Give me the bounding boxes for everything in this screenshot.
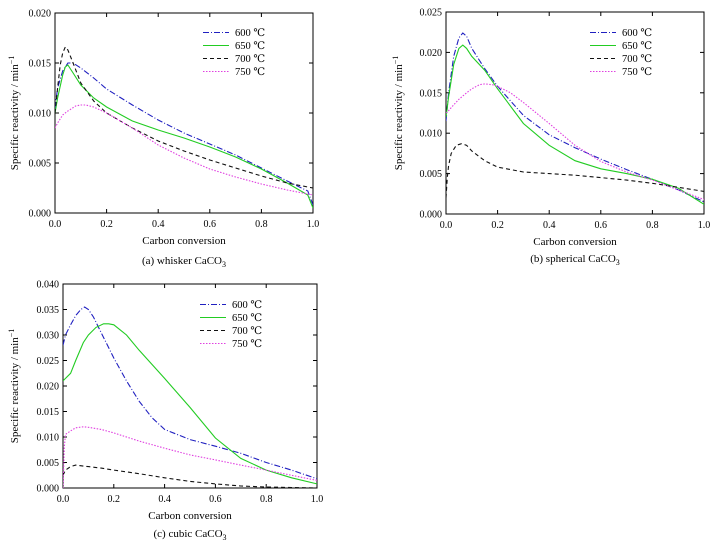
x-tick-label: 0.4 bbox=[543, 220, 556, 231]
x-tick-label: 1.0 bbox=[311, 494, 324, 505]
panel-caption: (b) spherical CaCO3 bbox=[530, 253, 620, 267]
series-line-750 bbox=[55, 104, 313, 196]
legend-label: 650 ℃ bbox=[235, 41, 265, 52]
y-tick-label: 0.020 bbox=[37, 382, 60, 393]
series-line-750 bbox=[446, 83, 704, 201]
panel-caption: (c) cubic CaCO3 bbox=[153, 528, 226, 542]
legend-label: 650 ℃ bbox=[232, 313, 262, 324]
y-tick-label: 0.015 bbox=[29, 59, 52, 70]
panel-cubic: 0.0 0.2 0.4 0.6 0.8 1.0 0.000 0.005 0.010 0.015 0.… bbox=[7, 280, 323, 543]
series-line-650 bbox=[55, 64, 313, 209]
y-tick-label: 0.035 bbox=[37, 305, 60, 316]
series-line-650 bbox=[446, 44, 704, 205]
panel-caption-sub: 3 bbox=[222, 260, 226, 269]
y-tick-label: 0.020 bbox=[29, 9, 52, 20]
x-tick-label: 0.8 bbox=[260, 494, 273, 505]
panel-spherical: 0.0 0.2 0.4 0.6 0.8 1.0 0.000 0.005 0.010 0.015 0.… bbox=[391, 8, 710, 268]
panel-caption: (a) whisker CaCO3 bbox=[142, 255, 226, 269]
panel-caption-sub: 3 bbox=[616, 258, 620, 267]
panel-caption-sub: 3 bbox=[223, 533, 227, 542]
legend-label: 650 ℃ bbox=[622, 41, 652, 52]
y-axis-label: Specific reactivity / min−1 bbox=[7, 56, 21, 171]
y-axis-label-sup: −1 bbox=[7, 56, 16, 65]
x-tick-label: 0.0 bbox=[49, 219, 62, 230]
y-axis-label: Specific reactivity / min−1 bbox=[391, 56, 405, 171]
x-tick-label: 0.2 bbox=[108, 494, 121, 505]
panel-whisker: 0.0 0.2 0.4 0.6 0.8 1.0 0.000 0.005 0.010 0.015 0.… bbox=[7, 9, 319, 270]
y-tick-label: 0.040 bbox=[37, 280, 60, 291]
y-axis-label: Specific reactivity / min−1 bbox=[7, 329, 21, 444]
y-tick-label: 0.005 bbox=[420, 169, 443, 180]
x-tick-label: 1.0 bbox=[307, 219, 320, 230]
legend-label: 600 ℃ bbox=[235, 28, 265, 39]
y-tick-label: 0.015 bbox=[37, 407, 60, 418]
y-tick-label: 0.000 bbox=[37, 484, 60, 495]
y-tick-label: 0.010 bbox=[37, 433, 60, 444]
x-axis-label: Carbon conversion bbox=[142, 235, 226, 247]
x-tick-label: 1.0 bbox=[698, 220, 711, 231]
series-line-700 bbox=[55, 45, 313, 189]
x-tick-label: 0.8 bbox=[255, 219, 268, 230]
x-tick-label: 0.2 bbox=[491, 220, 504, 231]
legend-label: 750 ℃ bbox=[235, 67, 265, 78]
x-tick-label: 0.6 bbox=[595, 220, 608, 231]
legend-label: 700 ℃ bbox=[622, 54, 652, 65]
x-tick-label: 0.4 bbox=[158, 494, 171, 505]
y-tick-label: 0.025 bbox=[420, 8, 443, 19]
y-tick-label: 0.000 bbox=[29, 209, 52, 220]
x-tick-label: 0.0 bbox=[440, 220, 453, 231]
x-tick-label: 0.0 bbox=[57, 494, 70, 505]
series-line-650 bbox=[63, 323, 317, 485]
x-tick-label: 0.8 bbox=[646, 220, 659, 231]
legend-label: 600 ℃ bbox=[232, 300, 262, 311]
series-line-700 bbox=[63, 464, 317, 488]
legend-label: 700 ℃ bbox=[232, 326, 262, 337]
y-tick-label: 0.015 bbox=[420, 88, 443, 99]
legend-label: 700 ℃ bbox=[235, 54, 265, 65]
series-line-700 bbox=[446, 143, 704, 198]
y-tick-label: 0.025 bbox=[37, 356, 60, 367]
x-axis-label: Carbon conversion bbox=[148, 510, 232, 522]
legend-label: 600 ℃ bbox=[622, 28, 652, 39]
x-tick-label: 0.6 bbox=[209, 494, 222, 505]
y-axis-label-sup: −1 bbox=[391, 56, 400, 65]
y-tick-label: 0.010 bbox=[420, 129, 443, 140]
y-tick-label: 0.005 bbox=[37, 458, 60, 469]
y-tick-label: 0.030 bbox=[37, 331, 60, 342]
x-tick-label: 0.4 bbox=[152, 219, 165, 230]
series-line-750 bbox=[63, 426, 317, 488]
y-axis-label-sup: −1 bbox=[7, 329, 16, 338]
series-line-600 bbox=[55, 62, 313, 206]
plot-frame bbox=[54, 12, 314, 214]
legend-label: 750 ℃ bbox=[232, 339, 262, 350]
y-tick-label: 0.010 bbox=[29, 109, 52, 120]
plot-frame bbox=[62, 283, 318, 489]
x-tick-label: 0.6 bbox=[204, 219, 217, 230]
y-tick-label: 0.000 bbox=[420, 210, 443, 221]
y-tick-label: 0.020 bbox=[420, 48, 443, 59]
legend-label: 750 ℃ bbox=[622, 67, 652, 78]
y-tick-label: 0.005 bbox=[29, 159, 52, 170]
x-tick-label: 0.2 bbox=[100, 219, 113, 230]
x-axis-label: Carbon conversion bbox=[533, 236, 617, 248]
series-line-600 bbox=[63, 306, 317, 480]
series-line-600 bbox=[446, 32, 704, 203]
